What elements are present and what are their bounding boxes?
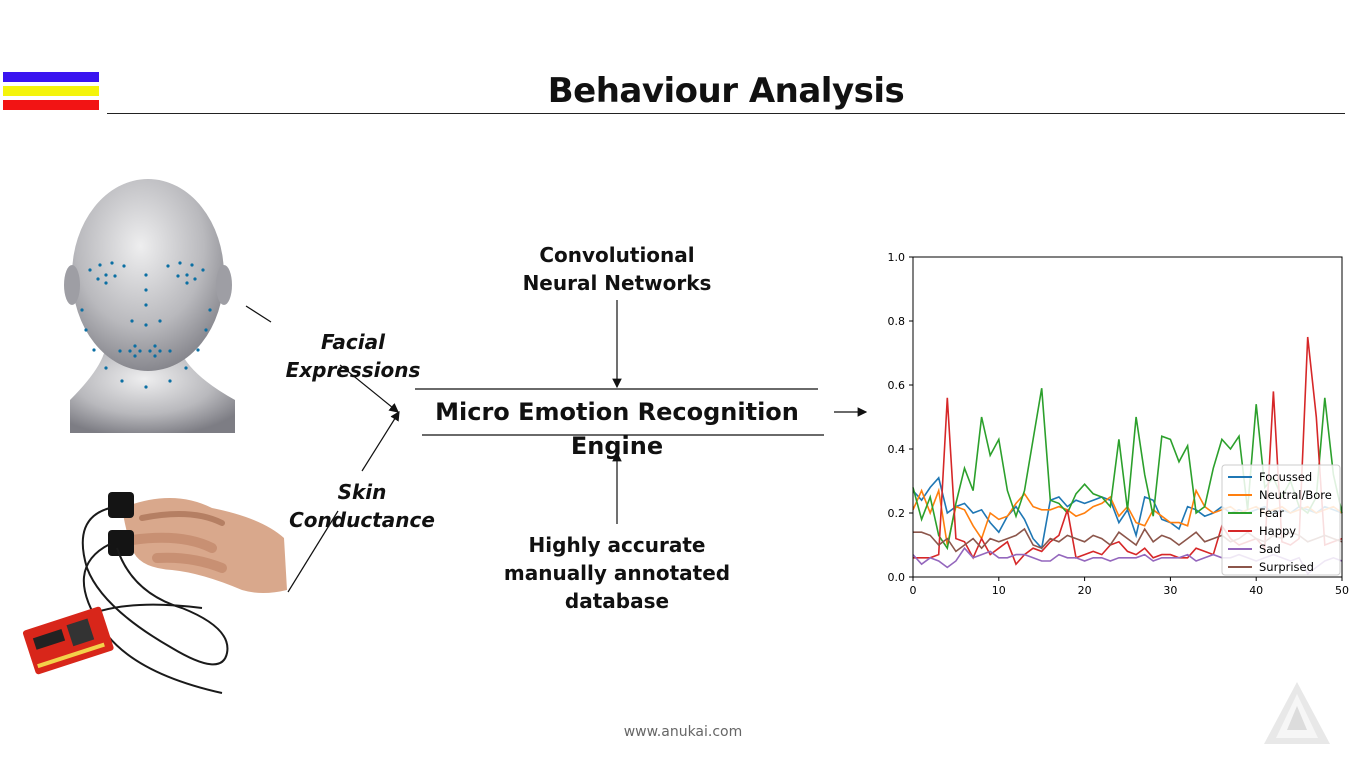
face-landmarks-image <box>64 179 235 433</box>
skin-conductance-sensor-image <box>22 492 287 694</box>
chart-legend <box>1221 464 1341 576</box>
x-tick-label: 10 <box>992 584 1006 597</box>
engine-line1: Micro Emotion Recognition <box>435 398 799 426</box>
y-tick-label: 0.4 <box>888 443 906 456</box>
x-tick-label: 0 <box>910 584 917 597</box>
x-tick-label: 50 <box>1335 584 1349 597</box>
facial-label-line2: Expressions <box>285 358 421 382</box>
legend-label: Focussed <box>1259 470 1312 484</box>
emotion-line-chart: 0 10 20 30 40 50 0.0 0.2 0.4 0.6 0.8 1.0 Focussed Neu… <box>888 251 1350 597</box>
legend-label: Surprised <box>1259 560 1314 574</box>
legend-label: Neutral/Bore <box>1259 488 1332 502</box>
database-line1: Highly accurate <box>528 533 706 557</box>
y-tick-label: 0.6 <box>888 379 906 392</box>
x-tick-label: 30 <box>1163 584 1177 597</box>
watermark-logo <box>1264 682 1330 744</box>
title-divider <box>107 113 1345 114</box>
cnn-line1: Convolutional <box>539 243 695 267</box>
engine-line2: Engine <box>570 432 664 460</box>
logo-bar-red <box>3 100 99 110</box>
engine-label: Micro Emotion Recognition Engine <box>416 395 818 463</box>
y-tick-label: 0.8 <box>888 315 906 328</box>
chart-frame <box>912 256 1343 578</box>
cnn-line2: Neural Networks <box>522 271 712 295</box>
facial-label-line1: Facial <box>321 330 385 354</box>
y-tick-label: 0.0 <box>888 571 906 584</box>
skin-to-engine-arrow <box>361 410 400 472</box>
page-title: Behaviour Analysis <box>547 71 905 111</box>
face-to-engine-arrow <box>339 364 399 413</box>
logo-bar-yellow <box>3 86 99 96</box>
y-tick-label: 1.0 <box>888 251 906 264</box>
database-line3: database <box>564 589 670 613</box>
facial-expressions-label: Facial Expressions <box>280 328 426 384</box>
legend-label: Happy <box>1259 524 1296 538</box>
skin-connector-segment <box>287 510 339 593</box>
x-tick-label: 20 <box>1078 584 1092 597</box>
database-label: Highly accurate manually annotated datab… <box>497 531 737 615</box>
face-connector-segment <box>245 305 272 323</box>
footer-url: www.anukai.com <box>623 724 743 740</box>
legend-label: Fear <box>1259 506 1284 520</box>
legend-label: Sad <box>1259 542 1281 556</box>
y-tick-label: 0.2 <box>888 507 906 520</box>
skin-conductance-label: Skin Conductance <box>289 480 435 532</box>
logo-bar-blue <box>3 72 99 82</box>
x-tick-label: 40 <box>1249 584 1263 597</box>
cnn-label: Convolutional Neural Networks <box>500 241 734 297</box>
database-line2: manually annotated <box>503 561 731 585</box>
